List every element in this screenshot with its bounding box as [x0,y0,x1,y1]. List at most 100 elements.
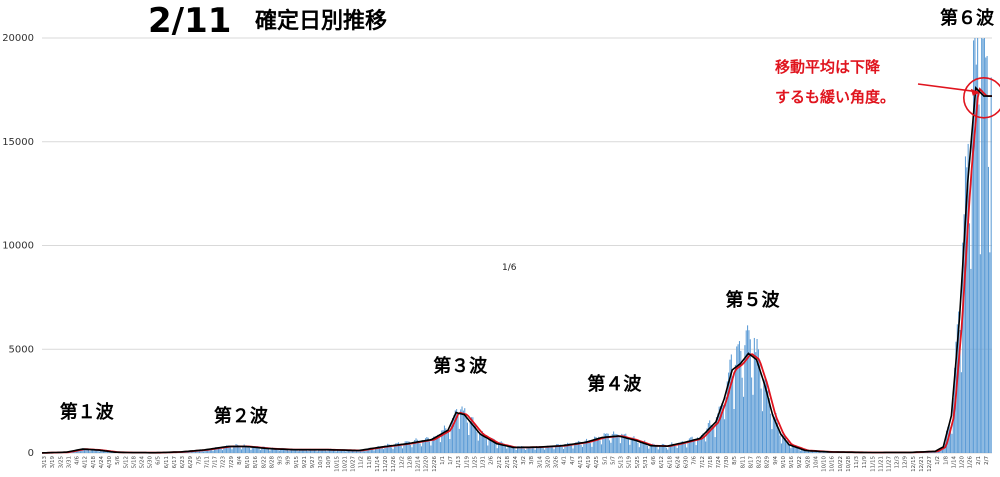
x-tick-label: 8/4 [237,456,243,465]
wave-label: 第４波 [587,373,642,395]
daily-bar [322,449,324,453]
daily-bar [709,420,711,453]
title-date: 2/11 [148,1,231,41]
daily-bar [519,446,521,453]
daily-bar [345,451,347,453]
x-tick-label: 1/8 [943,456,949,465]
daily-bar [251,446,253,453]
daily-bar [320,449,322,453]
daily-bar [319,449,321,453]
x-tick-label: 8/28 [269,456,275,469]
daily-bar [239,447,241,453]
daily-bar [663,444,665,453]
daily-bar [733,408,735,453]
daily-bar [493,439,496,453]
daily-bar [201,450,203,453]
daily-bar [97,450,99,453]
daily-bar [235,443,237,453]
daily-bar [452,418,454,453]
daily-bar [711,424,713,453]
daily-bar [581,446,584,453]
center-label: 1/6 [502,263,517,273]
x-tick-label: 12/14 [416,456,422,472]
daily-bar [703,435,705,453]
daily-bar [626,437,628,453]
daily-bar [244,445,247,453]
daily-bar [573,443,575,453]
daily-bar [799,450,801,453]
daily-bar [526,447,528,453]
x-tick-label: 9/4 [773,456,779,465]
daily-bar [950,427,952,453]
daily-bar [304,449,306,453]
daily-bar [694,440,696,453]
daily-bar [655,445,657,453]
daily-bar [977,38,979,453]
daily-bar [525,449,527,453]
wave-label: 第６波 [940,7,995,29]
daily-bar [987,166,989,453]
daily-bar [506,448,508,453]
x-tick-label: 3/31 [66,456,72,468]
daily-bar [569,443,571,453]
daily-bar [79,451,81,453]
daily-bar [571,444,573,453]
daily-bar [552,446,554,453]
x-tick-label: 5/7 [610,456,616,465]
daily-bar [983,38,985,453]
daily-bar [399,444,401,453]
daily-bar [443,425,445,453]
x-tick-label: 5/19 [627,456,633,469]
daily-bar [989,252,991,453]
x-tick-label: 4/12 [83,456,89,468]
daily-bar [667,449,669,453]
daily-bar [664,444,666,453]
daily-bar [514,448,516,453]
daily-bar [418,440,420,453]
daily-bar [420,446,422,453]
daily-bar [426,437,428,453]
daily-bar [659,446,661,453]
moving-average-lines [41,85,992,454]
daily-bar [541,446,543,453]
daily-bar [414,440,416,453]
daily-bar [365,449,367,453]
daily-bar [588,440,590,453]
x-tick-label: 1/14 [952,456,958,469]
daily-bar [718,406,720,453]
daily-bar [370,448,372,453]
daily-bar [419,443,421,453]
x-tick-label: 10/28 [846,456,852,472]
daily-bar [542,448,544,453]
daily-bar [416,439,418,453]
x-tick-label: 10/4 [813,456,819,469]
daily-bar [763,379,765,453]
daily-bar [377,445,379,453]
daily-bar [705,441,707,453]
daily-bar [960,372,962,453]
daily-bar [577,440,579,453]
x-tick-label: 7/5 [196,456,202,465]
daily-bar [747,325,749,453]
daily-bar [721,403,723,453]
x-tick-label: 9/10 [781,456,787,469]
daily-bar [537,446,539,453]
daily-bar [354,451,356,453]
daily-bar [366,449,368,453]
x-tick-label: 6/5 [156,456,162,465]
daily-bar [770,413,772,453]
daily-bar [779,435,781,453]
daily-bar [743,396,745,453]
x-tick-label: 7/12 [700,456,706,468]
x-tick-label: 1/2 [935,456,941,465]
daily-bar [629,444,631,453]
daily-bar [546,445,548,453]
daily-bar [717,413,719,453]
daily-bar [351,450,353,453]
daily-bar [661,443,663,453]
x-tick-label: 3/14 [537,456,543,469]
x-tick-label: 7/29 [229,456,235,469]
daily-bar [265,447,267,453]
y-tick-label: 10000 [2,241,34,252]
x-tick-label: 10/22 [838,456,844,472]
